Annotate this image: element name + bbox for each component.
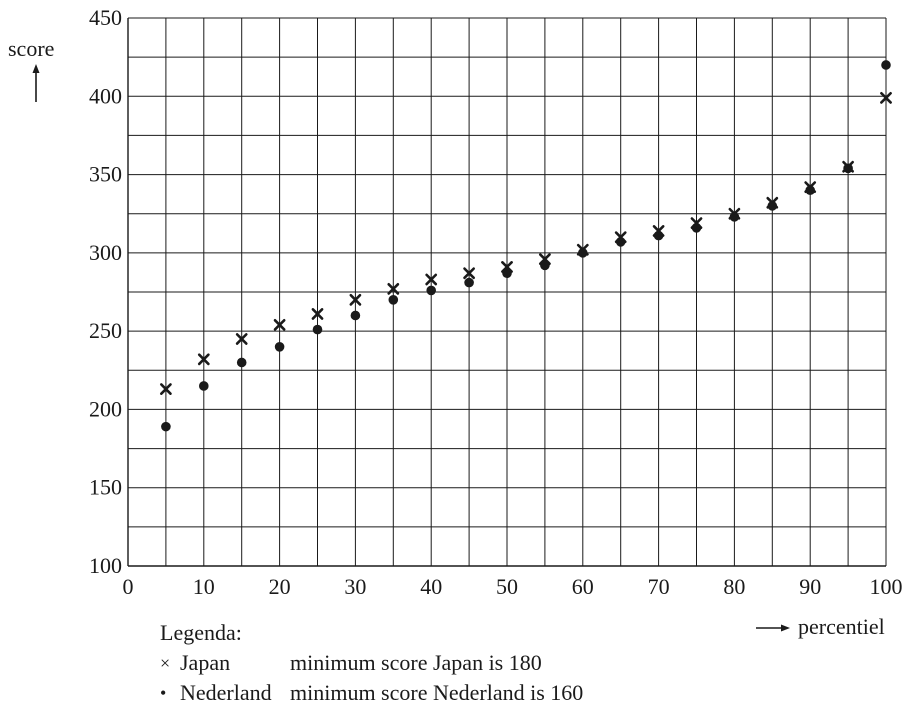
point-cross (160, 383, 172, 395)
x-tick-label: 70 (648, 574, 670, 599)
x-tick-label: 30 (344, 574, 366, 599)
x-tick-label: 100 (870, 574, 903, 599)
point-cross (235, 333, 248, 345)
y-axis-label: score (8, 36, 54, 61)
x-tick-label: 80 (723, 574, 745, 599)
legend-title: Legenda: (160, 620, 242, 645)
point-dot (464, 277, 474, 288)
point-cross (349, 293, 362, 306)
x-tick-label: 50 (496, 574, 518, 599)
point-dot (653, 230, 664, 241)
point-dot (805, 185, 815, 196)
cross-marker-icon: × (160, 653, 171, 673)
y-tick-labels: 100 150 200 250 300 350 400 450 (89, 5, 122, 578)
dot-marker-icon: • (160, 683, 167, 703)
point-cross (273, 318, 286, 331)
series-nederland (161, 60, 891, 432)
point-dot (729, 212, 740, 222)
point-dot (767, 201, 778, 211)
legend: Legenda: × Japan minimum score Japan is … (160, 618, 583, 708)
y-tick-label: 300 (89, 240, 122, 265)
point-dot (502, 268, 512, 279)
y-tick-label: 450 (89, 5, 122, 30)
point-cross (425, 273, 438, 286)
point-dot (881, 60, 891, 70)
y-tick-label: 150 (89, 475, 122, 500)
point-cross (197, 353, 210, 366)
point-cross (311, 308, 324, 320)
legend-item-japan: × Japan minimum score Japan is 180 (160, 648, 583, 678)
legend-item-nederland: • Nederland minimum score Nederland is 1… (160, 678, 583, 708)
point-dot (843, 163, 853, 174)
point-dot (388, 295, 399, 305)
x-tick-labels: 0 10 20 30 40 50 60 70 80 90 100 (123, 574, 903, 599)
legend-note-japan: minimum score Japan is 180 (290, 650, 542, 675)
y-axis-arrow (32, 64, 40, 102)
x-tick-label: 20 (269, 574, 291, 599)
x-tick-label: 0 (123, 574, 134, 599)
x-tick-label: 40 (420, 574, 442, 599)
legend-name-japan: Japan (180, 650, 231, 675)
legend-name-nederland: Nederland (180, 680, 272, 705)
point-dot (691, 223, 702, 233)
y-tick-label: 100 (89, 553, 122, 578)
y-tick-label: 200 (89, 396, 122, 421)
y-tick-label: 400 (89, 83, 122, 108)
y-tick-label: 350 (89, 162, 122, 187)
point-dot (274, 342, 285, 352)
x-axis-label: percentiel (798, 614, 885, 639)
x-axis-arrow (756, 624, 790, 632)
chart-grid (127, 17, 887, 567)
point-dot (312, 324, 323, 335)
series-japan (160, 91, 892, 395)
point-dot (578, 248, 588, 258)
x-tick-label: 60 (572, 574, 594, 599)
point-cross (463, 267, 476, 280)
y-tick-label: 250 (89, 318, 122, 343)
point-dot (540, 260, 550, 271)
x-tick-label: 10 (193, 574, 215, 599)
point-dot (199, 381, 209, 391)
point-cross (387, 282, 400, 295)
legend-note-nederland: minimum score Nederland is 160 (290, 680, 584, 705)
point-dot (236, 357, 247, 368)
data-points (160, 60, 892, 432)
x-tick-label: 90 (799, 574, 821, 599)
point-cross (880, 91, 892, 104)
point-dot (161, 421, 171, 432)
point-dot (350, 310, 361, 321)
point-dot (615, 237, 626, 247)
point-dot (426, 285, 437, 296)
